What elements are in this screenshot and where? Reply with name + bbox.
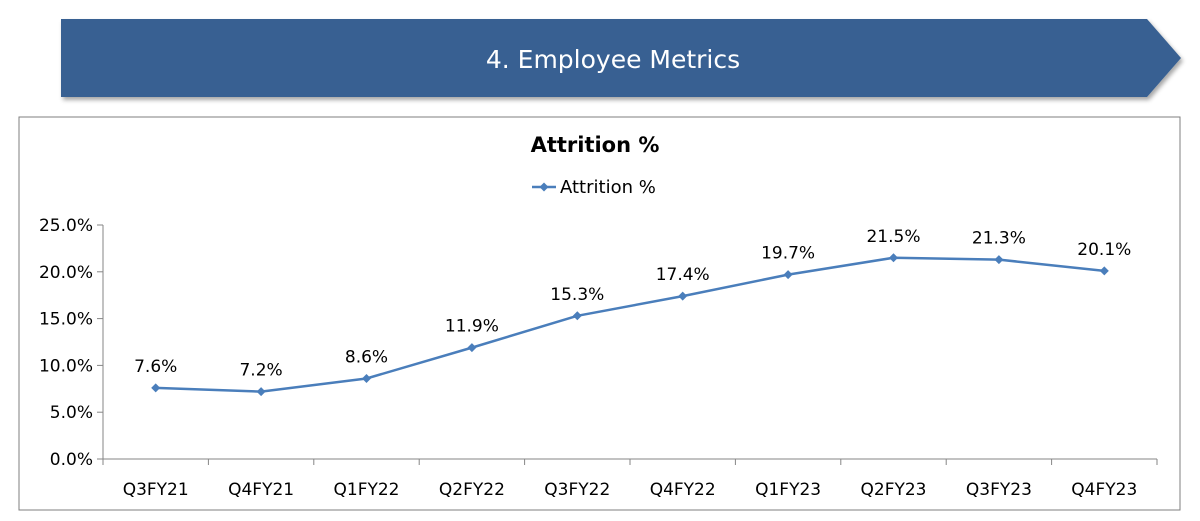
data-label: 11.9% [445,317,499,337]
x-tick-label: Q3FY21 [123,480,189,500]
data-point-marker [151,383,161,393]
banner-arrow-shape [61,19,1181,97]
data-point-marker [783,270,793,280]
header-banner: 4. Employee Metrics [61,19,1181,97]
x-tick-label: Q4FY22 [650,480,716,500]
data-point-marker [889,253,898,263]
y-tick-label: 25.0% [39,216,93,236]
data-point-marker [362,374,371,384]
x-axis: Q3FY21 Q4FY21 Q1FY22 Q2FY22 Q3FY22 Q4FY22 Q1FY… [102,458,1158,500]
legend-diamond-marker [539,182,549,192]
series-line [155,256,1105,393]
data-labels: 7.6% 7.2% 8.6% 11.9% 15.3% 17.4% 19.7% 21.5% 21.… [134,227,1131,381]
x-tick-label: Q1FY22 [334,480,400,500]
data-label: 19.7% [761,244,815,264]
y-tick-label: 0.0% [50,450,93,470]
data-label: 7.2% [239,361,282,381]
y-tick-label: 5.0% [50,403,93,423]
series-attrition [151,253,1109,397]
data-label: 7.6% [134,357,177,377]
page-title: 4. Employee Metrics [486,45,740,74]
x-tick-label: Q1FY23 [755,480,821,500]
legend-entry-label: Attrition % [560,177,656,198]
chart-title: Attrition % [531,133,660,157]
data-label: 21.5% [866,227,920,247]
chart-frame [18,116,1181,511]
y-axis: 0.0% 5.0% 10.0% 15.0% 20.0% 25.0% [39,216,104,470]
data-point-marker [256,387,266,397]
x-tick-label: Q4FY21 [228,480,294,500]
y-tick-label: 15.0% [39,310,93,330]
data-point-marker [572,311,582,321]
x-tick-label: Q3FY22 [544,480,610,500]
x-tick-label: Q2FY23 [861,480,927,500]
data-label: 20.1% [1077,240,1131,260]
data-point-marker [1099,266,1109,276]
y-tick-label: 10.0% [39,356,93,376]
data-point-marker [994,255,1004,265]
data-point-marker [467,343,477,353]
data-label: 21.3% [972,229,1026,249]
data-label: 15.3% [550,285,604,305]
y-tick-label: 20.0% [39,263,93,283]
x-tick-label: Q2FY22 [439,480,505,500]
data-label: 8.6% [345,348,388,368]
data-point-marker [678,291,688,301]
x-tick-label: Q4FY23 [1071,480,1137,500]
legend: Attrition % [532,177,656,198]
x-tick-label: Q3FY23 [966,480,1032,500]
data-label: 17.4% [656,265,710,285]
